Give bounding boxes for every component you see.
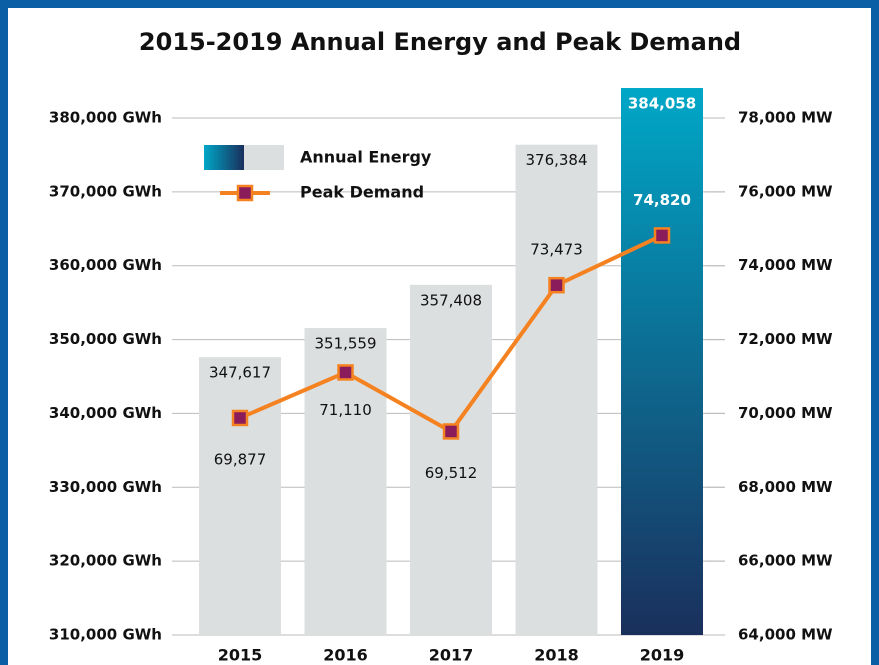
bar-value-label: 376,384 <box>525 151 587 169</box>
line-value-label: 74,820 <box>633 191 691 209</box>
y2-tick-label: 70,000 MW <box>738 404 833 422</box>
line-value-label: 69,512 <box>425 464 478 482</box>
y-tick-label: 360,000 GWh <box>49 256 162 274</box>
marker <box>442 423 460 440</box>
chart-title: 2015-2019 Annual Energy and Peak Demand <box>139 28 741 56</box>
bar-value-label: 357,408 <box>420 291 482 309</box>
bar <box>515 144 598 636</box>
bar <box>199 357 281 635</box>
bar <box>621 88 703 636</box>
y-tick-label: 330,000 GWh <box>49 478 162 496</box>
x-tick-label: 2019 <box>640 646 685 665</box>
legend-swatch <box>244 145 284 170</box>
y-tick-label: 340,000 GWh <box>49 404 162 422</box>
y-tick-label: 350,000 GWh <box>49 330 162 348</box>
bar-value-label: 351,559 <box>314 335 376 353</box>
y-tick-label: 320,000 GWh <box>49 552 162 570</box>
legend-swatch <box>204 145 244 170</box>
legend-label: Peak Demand <box>300 183 424 202</box>
bar-value-label: 384,058 <box>628 95 696 113</box>
y2-tick-label: 76,000 MW <box>738 182 833 200</box>
y2-tick-label: 78,000 MW <box>738 109 833 127</box>
bar <box>410 284 492 635</box>
y2-tick-label: 74,000 MW <box>738 256 833 274</box>
bar-value-label: 347,617 <box>209 364 271 382</box>
marker <box>548 276 565 294</box>
marker <box>231 409 249 427</box>
x-tick-label: 2017 <box>429 646 474 665</box>
marker <box>337 364 354 381</box>
y2-tick-label: 72,000 MW <box>738 330 833 348</box>
y-tick-label: 310,000 GWh <box>49 626 162 644</box>
x-tick-label: 2015 <box>218 646 263 665</box>
legend-label: Annual Energy <box>300 148 432 167</box>
y2-tick-label: 64,000 MW <box>738 626 833 644</box>
line-value-label: 73,473 <box>530 241 583 259</box>
y-tick-label: 380,000 GWh <box>49 109 162 127</box>
y2-tick-label: 66,000 MW <box>738 552 833 570</box>
marker <box>653 227 671 244</box>
legend-marker <box>236 184 254 202</box>
line-value-label: 71,110 <box>319 401 372 419</box>
y-tick-label: 370,000 GWh <box>49 182 162 200</box>
x-tick-label: 2018 <box>534 646 579 665</box>
y2-tick-label: 68,000 MW <box>738 478 833 496</box>
x-tick-label: 2016 <box>323 646 368 665</box>
line-value-label: 69,877 <box>214 450 267 468</box>
